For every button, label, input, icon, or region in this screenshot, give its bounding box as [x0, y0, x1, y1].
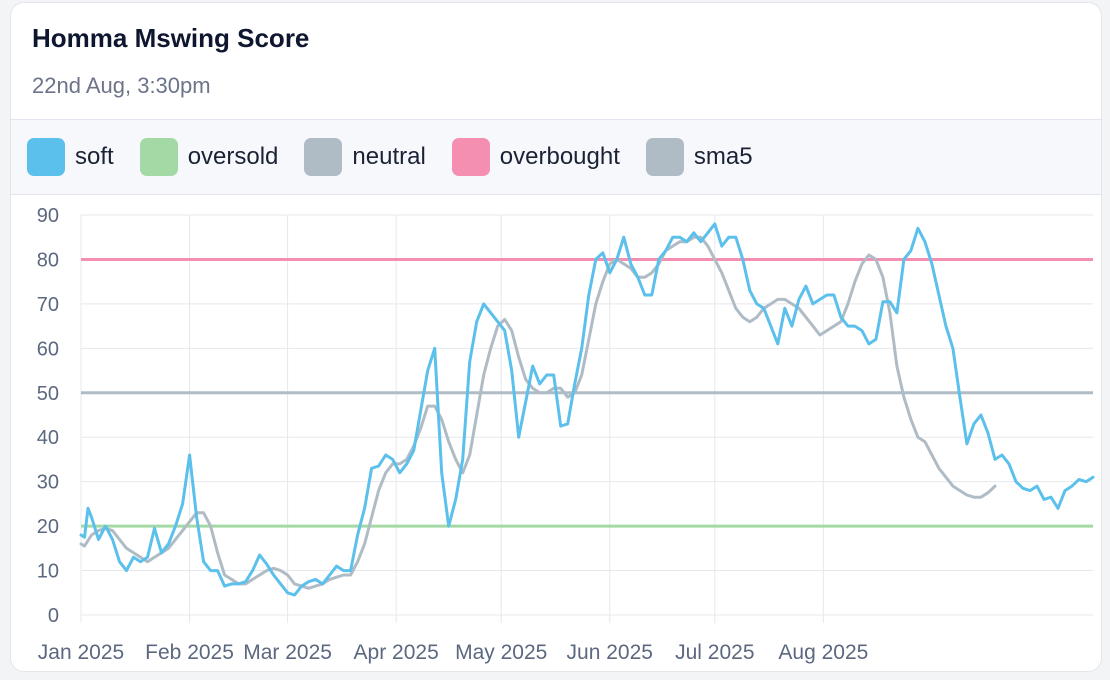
line-chart: 0 10 20 30 40 50 60 70 80 90 Jan 2025 Feb 2025 Mar 2… [37, 205, 1095, 664]
legend-bar: soft oversold neutral overbought sma5 [11, 119, 1101, 195]
legend-swatch-oversold [139, 138, 178, 176]
chart-title: Homma Mswing Score [32, 23, 310, 53]
y-tick-label: 80 [37, 249, 59, 271]
x-tick-label: Jan 2025 [38, 641, 124, 664]
legend-swatch-sma5 [645, 138, 684, 176]
x-tick-label: Feb 2025 [145, 641, 234, 664]
series-line-soft [79, 222, 1095, 597]
legend-item-sma5[interactable]: sma5 [645, 138, 753, 176]
legend-item-overbought[interactable]: overbought [451, 138, 620, 176]
legend-item-oversold[interactable]: oversold [139, 138, 279, 176]
y-tick-label: 60 [37, 338, 59, 360]
y-tick-label: 50 [37, 383, 59, 405]
x-tick-label: Jul 2025 [675, 641, 754, 664]
series-line-sma5 [79, 235, 997, 590]
y-tick-label: 40 [37, 427, 59, 449]
y-tick-label: 20 [37, 516, 59, 538]
legend-label-soft: soft [75, 143, 114, 170]
x-tick-label: Jun 2025 [567, 641, 653, 664]
legend: soft oversold neutral overbought sma5 [11, 120, 1101, 194]
legend-item-neutral[interactable]: neutral [304, 138, 426, 176]
legend-label-sma5: sma5 [693, 143, 753, 170]
y-tick-label: 90 [37, 205, 59, 227]
legend-swatch-overbought [451, 138, 490, 176]
y-tick-label: 10 [37, 561, 59, 583]
x-tick-label: Mar 2025 [243, 641, 332, 664]
legend-label-neutral: neutral [352, 143, 426, 170]
legend-item-soft[interactable]: soft [27, 138, 114, 176]
legend-label-oversold: oversold [187, 143, 279, 170]
x-tick-label: Apr 2025 [354, 641, 439, 664]
x-tick-label: May 2025 [455, 641, 547, 664]
chart-subtitle: 22nd Aug, 3:30pm [32, 73, 211, 98]
legend-swatch-soft [27, 138, 65, 176]
x-tick-label: Aug 2025 [778, 641, 868, 664]
y-tick-label: 0 [48, 605, 59, 627]
chart-card: Homma Mswing Score 22nd Aug, 3:30pm soft… [10, 2, 1102, 672]
legend-swatch-neutral [304, 138, 343, 176]
legend-label-overbought: overbought [499, 143, 620, 170]
y-tick-label: 70 [37, 294, 59, 316]
y-tick-label: 30 [37, 472, 59, 494]
